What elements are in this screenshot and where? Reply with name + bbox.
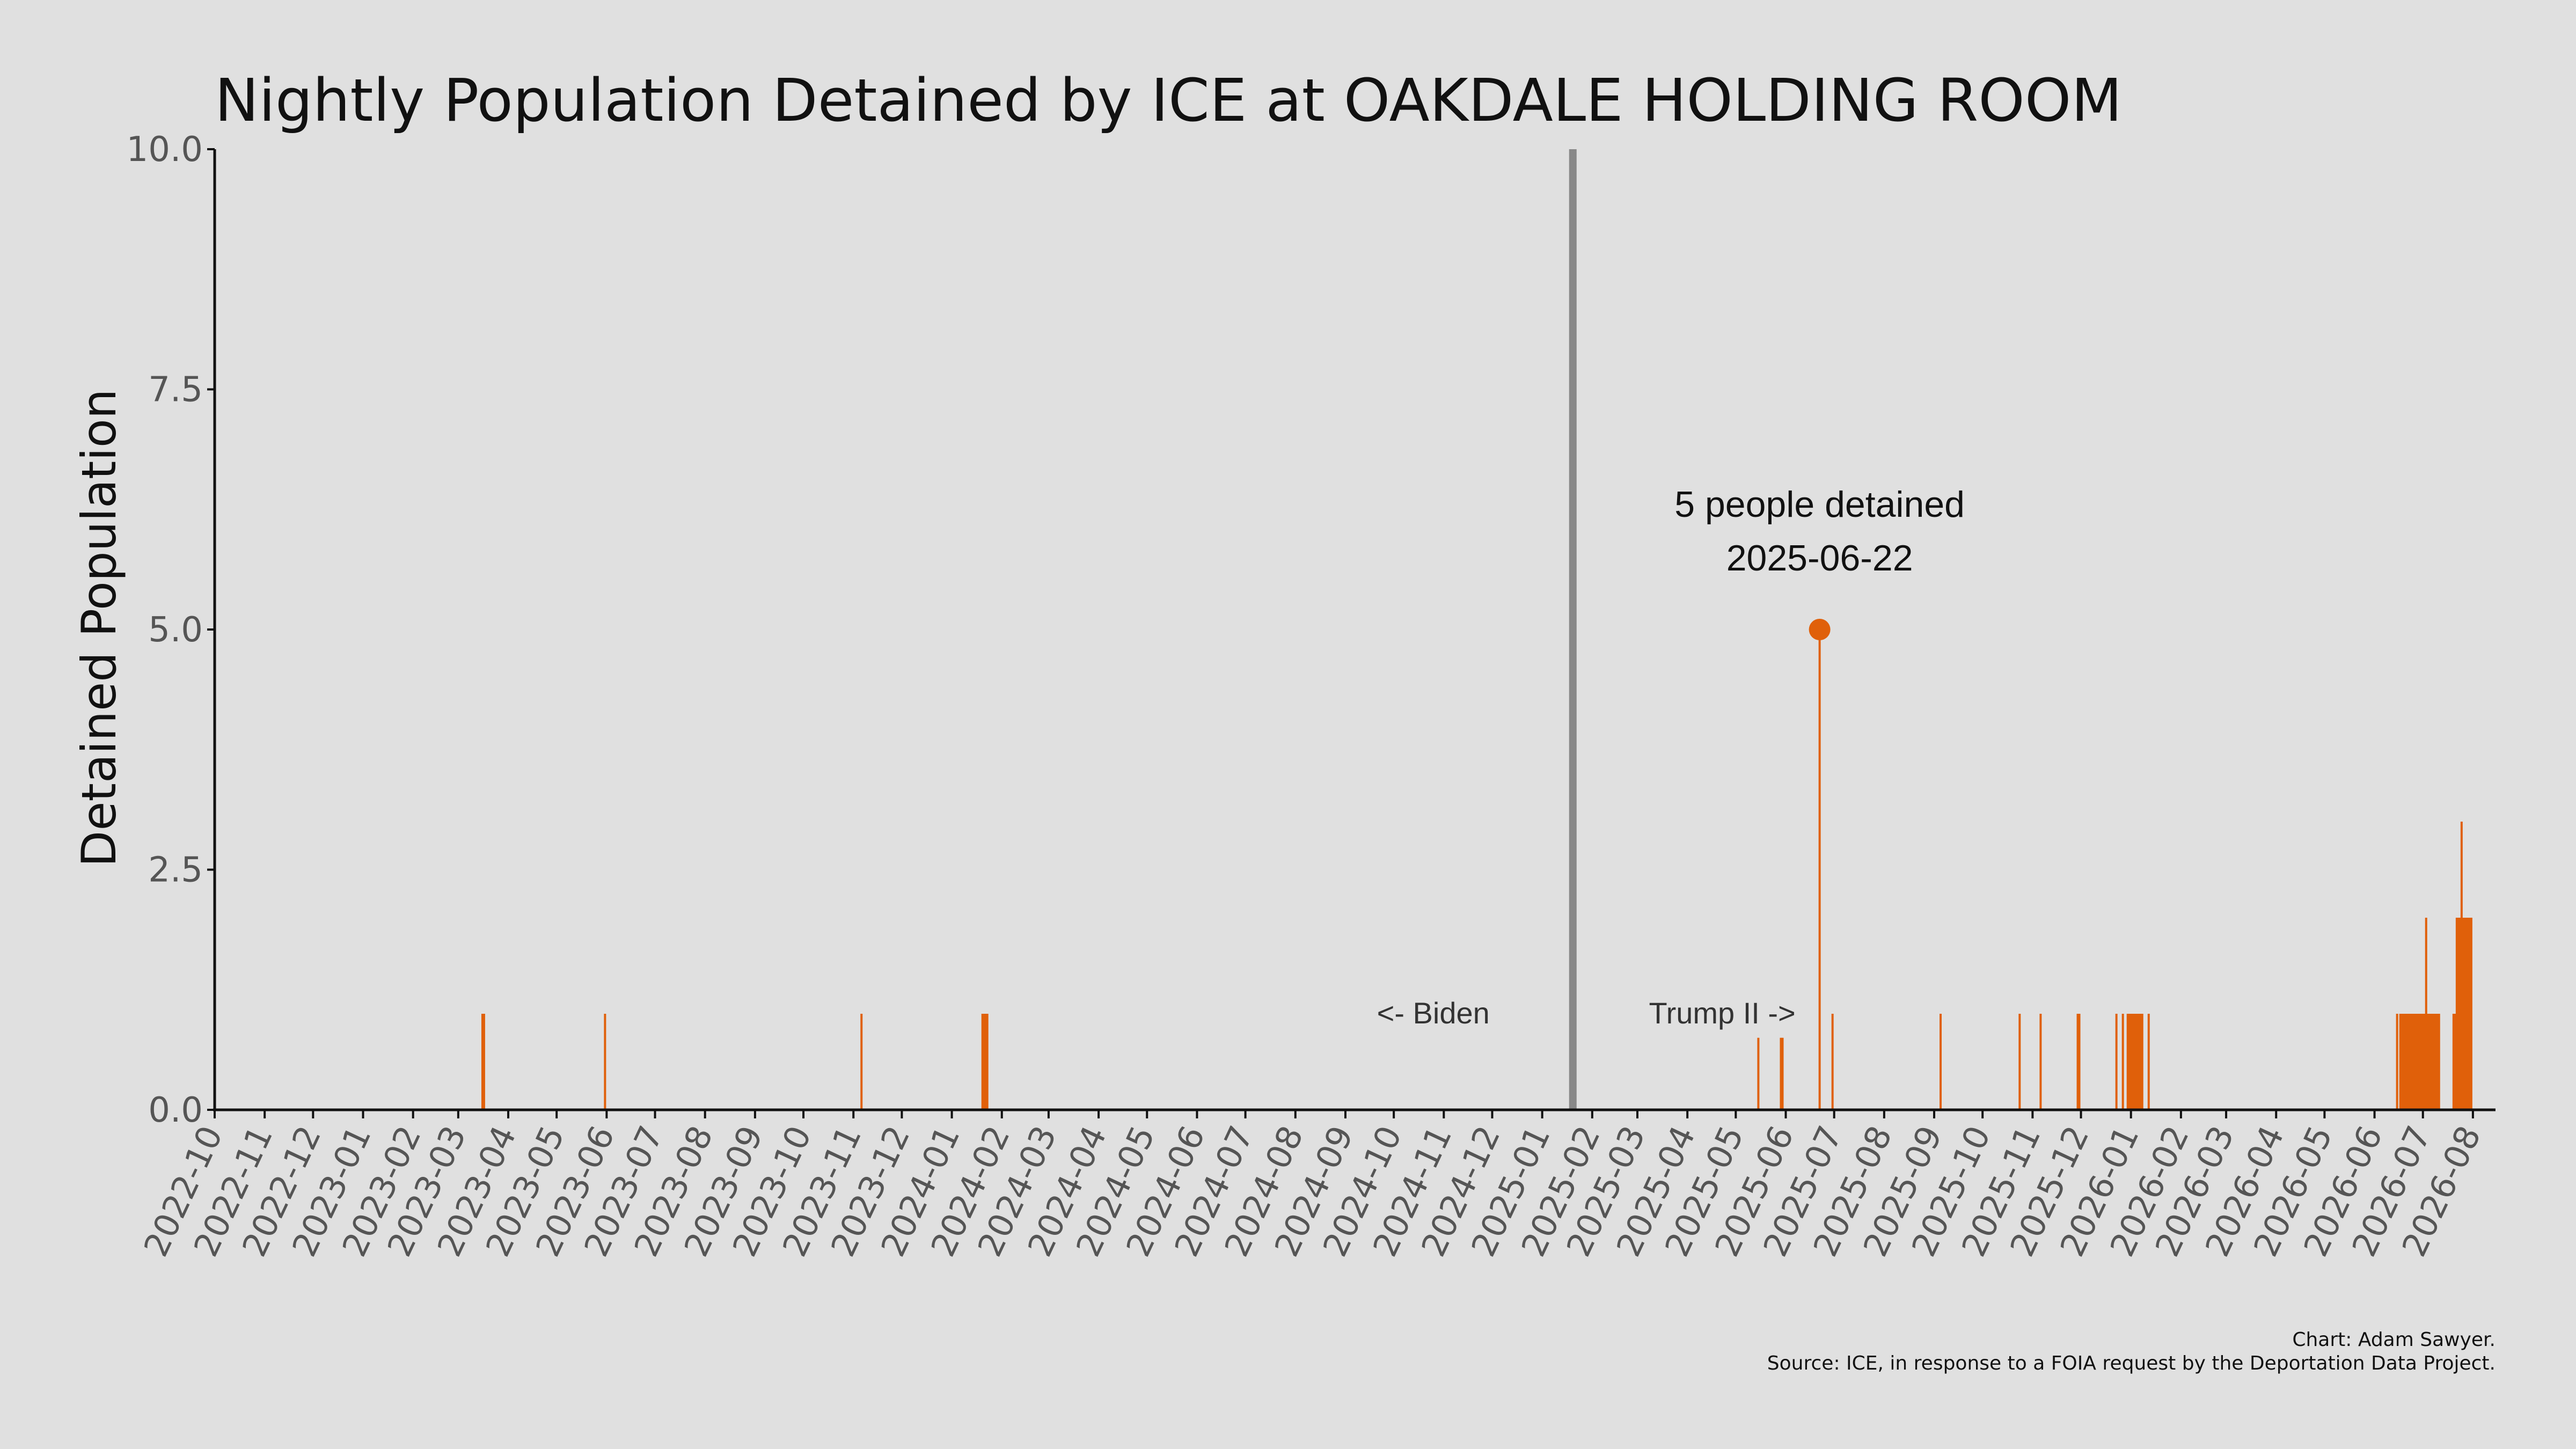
bar: [2429, 1014, 2432, 1110]
bar: [2438, 1014, 2440, 1110]
bar: [2115, 1014, 2118, 1110]
y-tick-label: 0.0: [148, 1091, 203, 1130]
bar: [2399, 1014, 2402, 1110]
bar: [984, 1014, 987, 1110]
bar: [2428, 1014, 2431, 1110]
bar: [2121, 1014, 2124, 1110]
bar: [604, 1014, 606, 1110]
bar: [2405, 1014, 2408, 1110]
bar: [2426, 1014, 2429, 1110]
bar: [2467, 918, 2469, 1110]
bar: [2455, 918, 2458, 1110]
bar: [2418, 1014, 2421, 1110]
bar: [2409, 1014, 2411, 1110]
y-axis-label: Detained Population: [71, 389, 127, 867]
bar: [2396, 1014, 2398, 1110]
bar: [2462, 918, 2464, 1110]
bar: [481, 1014, 484, 1110]
bar: [2433, 1014, 2435, 1110]
bar: [2410, 1014, 2413, 1110]
bar: [2458, 918, 2461, 1110]
bar: [2436, 1014, 2439, 1110]
bar: [2401, 1014, 2403, 1110]
biden-era-label: <- Biden: [1377, 996, 1490, 1030]
bar: [2425, 918, 2427, 1110]
bar: [1757, 1037, 1760, 1110]
bar: [2131, 1014, 2134, 1110]
bar: [2039, 1014, 2042, 1110]
bar: [2454, 1014, 2456, 1110]
bar: [2078, 1014, 2081, 1110]
bar: [2138, 1014, 2140, 1110]
bar: [2139, 1014, 2142, 1110]
source-credit: Source: ICE, in response to a FOIA reque…: [1767, 1352, 2496, 1374]
bar: [1818, 630, 1821, 1110]
bar: [2460, 822, 2463, 1110]
bar: [2434, 1014, 2437, 1110]
bar: [2136, 1014, 2139, 1110]
bar: [2413, 1014, 2416, 1110]
bar: [482, 1014, 485, 1110]
bar: [2412, 1014, 2414, 1110]
bar: [2404, 1014, 2406, 1110]
bar: [2126, 1014, 2129, 1110]
y-tick-label: 10.0: [127, 130, 203, 170]
bar: [2421, 1014, 2424, 1110]
chart-credit: Chart: Adam Sawyer.: [2292, 1329, 2496, 1351]
bars-layer: [481, 619, 2472, 1110]
bar: [2141, 1014, 2143, 1110]
bar: [1780, 1037, 1782, 1110]
y-tick-label: 2.5: [148, 851, 203, 890]
y-tick-label: 5.0: [148, 610, 203, 650]
y-tick-label: 7.5: [148, 370, 203, 410]
bar: [860, 1014, 863, 1110]
bar: [2452, 1014, 2455, 1110]
bar: [1831, 1014, 1834, 1110]
trump-era-label: Trump II ->: [1649, 996, 1795, 1030]
bar: [2128, 1014, 2131, 1110]
bar: [2457, 918, 2460, 1110]
bar: [2417, 1014, 2419, 1110]
bar: [981, 1014, 984, 1110]
bar: [2134, 1014, 2137, 1110]
bar: [2470, 918, 2472, 1110]
peak-marker: [1809, 619, 1831, 640]
chart-title: Nightly Population Detained by ICE at OA…: [215, 66, 2122, 135]
bar: [2018, 1014, 2021, 1110]
bar: [2133, 1014, 2135, 1110]
bar: [2463, 918, 2466, 1110]
y-ticks: 0.0 2.5 5.0 7.5 10.0: [127, 130, 215, 1130]
x-ticks: 2022-102022-112022-122023-012023-022023-…: [136, 1110, 2489, 1262]
bar: [2431, 1014, 2434, 1110]
peak-annotation-date: 2025-06-22: [1726, 538, 1913, 579]
bar: [2423, 1014, 2426, 1110]
bar: [986, 1014, 989, 1110]
bar: [2420, 1014, 2423, 1110]
bar: [2407, 1014, 2410, 1110]
bar: [2415, 1014, 2418, 1110]
bar: [1940, 1014, 1942, 1110]
bar: [2076, 1014, 2079, 1110]
bar: [2129, 1014, 2132, 1110]
bar: [2468, 918, 2471, 1110]
bar: [2402, 1014, 2405, 1110]
bar: [2465, 918, 2468, 1110]
bar: [1781, 1037, 1784, 1110]
bar: [2147, 1014, 2150, 1110]
peak-annotation-count: 5 people detained: [1674, 484, 1965, 525]
bar: [983, 1014, 985, 1110]
